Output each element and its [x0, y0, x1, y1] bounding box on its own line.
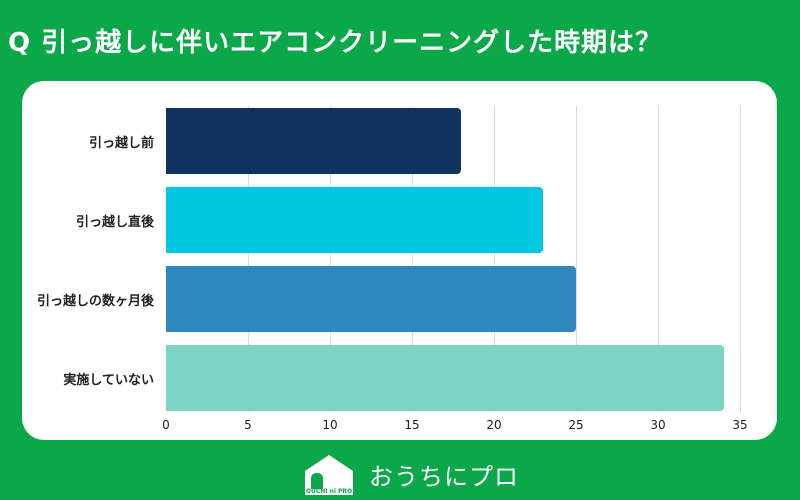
- bar: [166, 108, 462, 174]
- gridline: [330, 106, 331, 412]
- brand-name: おうちにプロ: [369, 462, 519, 491]
- y-category-label: 引っ越し直後: [75, 215, 154, 230]
- plot-area: [166, 106, 741, 412]
- x-tick-label: 0: [162, 418, 170, 432]
- brand-subtext: OUCHI ni PRO: [305, 488, 353, 495]
- bar: [166, 187, 544, 253]
- bar: [166, 266, 576, 332]
- gridline: [412, 106, 413, 412]
- y-category-label: 引っ越し前: [88, 136, 154, 151]
- chart-title: Q 引っ越しに伴いエアコンクリーニングした時期は？: [8, 27, 663, 58]
- house-icon: OUCHI ni PRO: [303, 453, 355, 495]
- gridline: [658, 106, 659, 412]
- x-tick-label: 20: [486, 418, 502, 432]
- gridline: [248, 106, 249, 412]
- bar: [166, 345, 724, 411]
- brand-logo: OUCHI ni PRO おうちにプロ: [303, 453, 519, 495]
- x-tick-label: 15: [404, 418, 420, 432]
- x-tick-label: 35: [732, 418, 748, 432]
- gridline: [576, 106, 577, 412]
- y-category-label: 引っ越しの数ヶ月後: [36, 294, 154, 309]
- gridline: [740, 106, 741, 412]
- y-category-label: 実施していない: [63, 373, 154, 388]
- x-tick-label: 5: [244, 418, 252, 432]
- x-tick-label: 30: [650, 418, 666, 432]
- x-tick-label: 10: [322, 418, 338, 432]
- gridline: [494, 106, 495, 412]
- x-tick-label: 25: [568, 418, 584, 432]
